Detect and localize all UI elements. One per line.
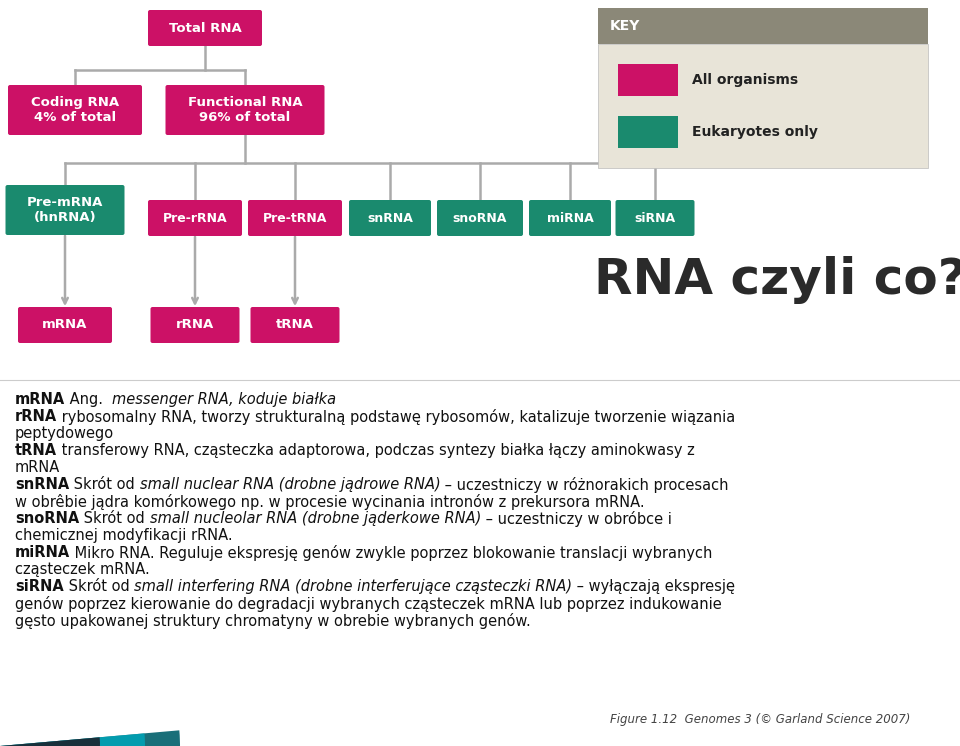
Text: small nucleolar RNA (drobne jąderkowe RNA): small nucleolar RNA (drobne jąderkowe RN… [150, 511, 481, 526]
Text: siRNA: siRNA [635, 212, 676, 225]
Text: Mikro RNA. Reguluje ekspresję genów zwykle poprzez blokowanie translacji wybrany: Mikro RNA. Reguluje ekspresję genów zwyk… [70, 545, 712, 561]
Text: snRNA: snRNA [367, 212, 413, 225]
Text: All organisms: All organisms [692, 73, 798, 87]
FancyBboxPatch shape [618, 116, 678, 148]
Text: w obrêbie jądra komórkowego np. w procesie wycinania intronów z prekursora mRNA.: w obrêbie jądra komórkowego np. w proces… [15, 494, 644, 510]
Text: Total RNA: Total RNA [169, 22, 241, 34]
FancyBboxPatch shape [349, 200, 431, 236]
Text: miRNA: miRNA [546, 212, 593, 225]
Text: small interfering RNA (drobne interferujące cząsteczki RNA): small interfering RNA (drobne interferuj… [134, 579, 572, 594]
Text: Skrót od: Skrót od [63, 579, 134, 594]
Text: Ang.: Ang. [65, 392, 112, 407]
FancyBboxPatch shape [598, 44, 928, 168]
Text: cząsteczek mRNA.: cząsteczek mRNA. [15, 562, 150, 577]
Text: Pre-rRNA: Pre-rRNA [162, 212, 228, 225]
Text: messenger RNA, koduje białka: messenger RNA, koduje białka [112, 392, 337, 407]
FancyBboxPatch shape [615, 200, 694, 236]
Text: mRNA: mRNA [15, 392, 65, 407]
FancyBboxPatch shape [618, 64, 678, 96]
Text: small nuclear RNA (drobne jądrowe RNA): small nuclear RNA (drobne jądrowe RNA) [139, 477, 441, 492]
Text: mRNA: mRNA [15, 460, 60, 475]
Text: Skrót od: Skrót od [69, 477, 139, 492]
Text: rRNA: rRNA [176, 319, 214, 331]
FancyBboxPatch shape [598, 8, 928, 44]
Wedge shape [0, 733, 145, 746]
Text: Eukaryotes only: Eukaryotes only [692, 125, 818, 139]
Text: mRNA: mRNA [42, 319, 87, 331]
FancyBboxPatch shape [529, 200, 611, 236]
Text: Pre-tRNA: Pre-tRNA [263, 212, 327, 225]
Text: siRNA: siRNA [15, 579, 63, 594]
FancyBboxPatch shape [148, 10, 262, 46]
Text: miRNA: miRNA [15, 545, 70, 560]
Text: rRNA: rRNA [15, 409, 58, 424]
Text: Skrót od: Skrót od [80, 511, 150, 526]
Text: – uczestniczy w obróbce i: – uczestniczy w obróbce i [481, 511, 672, 527]
Text: – uczestniczy w różnorakich procesach: – uczestniczy w różnorakich procesach [441, 477, 729, 493]
FancyBboxPatch shape [248, 200, 342, 236]
Text: Functional RNA
96% of total: Functional RNA 96% of total [188, 96, 302, 124]
FancyBboxPatch shape [437, 200, 523, 236]
Text: Coding RNA
4% of total: Coding RNA 4% of total [31, 96, 119, 124]
Wedge shape [0, 737, 100, 746]
Text: genów poprzez kierowanie do degradacji wybranych cząsteczek mRNA lub poprzez ind: genów poprzez kierowanie do degradacji w… [15, 596, 722, 612]
Text: – wyłączają ekspresję: – wyłączają ekspresję [572, 579, 735, 594]
Text: gęsto upakowanej struktury chromatyny w obrebie wybranych genów.: gęsto upakowanej struktury chromatyny w … [15, 613, 531, 629]
Text: peptydowego: peptydowego [15, 426, 114, 441]
Text: tRNA: tRNA [276, 319, 314, 331]
Text: RNA czyli co?: RNA czyli co? [593, 256, 960, 304]
Text: rybosomalny RNA, tworzy strukturalną podstawę rybosomów, katalizuje tworzenie wi: rybosomalny RNA, tworzy strukturalną pod… [58, 409, 735, 425]
Text: Figure 1.12  Genomes 3 (© Garland Science 2007): Figure 1.12 Genomes 3 (© Garland Science… [610, 713, 910, 726]
Text: snoRNA: snoRNA [15, 511, 80, 526]
FancyBboxPatch shape [6, 185, 125, 235]
Text: transferowy RNA, cząsteczka adaptorowa, podczas syntezy białka łączy aminokwasy : transferowy RNA, cząsteczka adaptorowa, … [58, 443, 695, 458]
FancyBboxPatch shape [8, 85, 142, 135]
Text: chemicznej modyfikacji rRNA.: chemicznej modyfikacji rRNA. [15, 528, 232, 543]
Text: tRNA: tRNA [15, 443, 58, 458]
Text: Pre-mRNA
(hnRNA): Pre-mRNA (hnRNA) [27, 196, 103, 224]
Text: snRNA: snRNA [15, 477, 69, 492]
FancyBboxPatch shape [165, 85, 324, 135]
FancyBboxPatch shape [148, 200, 242, 236]
FancyBboxPatch shape [251, 307, 340, 343]
Wedge shape [0, 730, 180, 746]
FancyBboxPatch shape [18, 307, 112, 343]
FancyBboxPatch shape [151, 307, 239, 343]
Text: snoRNA: snoRNA [453, 212, 507, 225]
Text: KEY: KEY [610, 19, 640, 33]
